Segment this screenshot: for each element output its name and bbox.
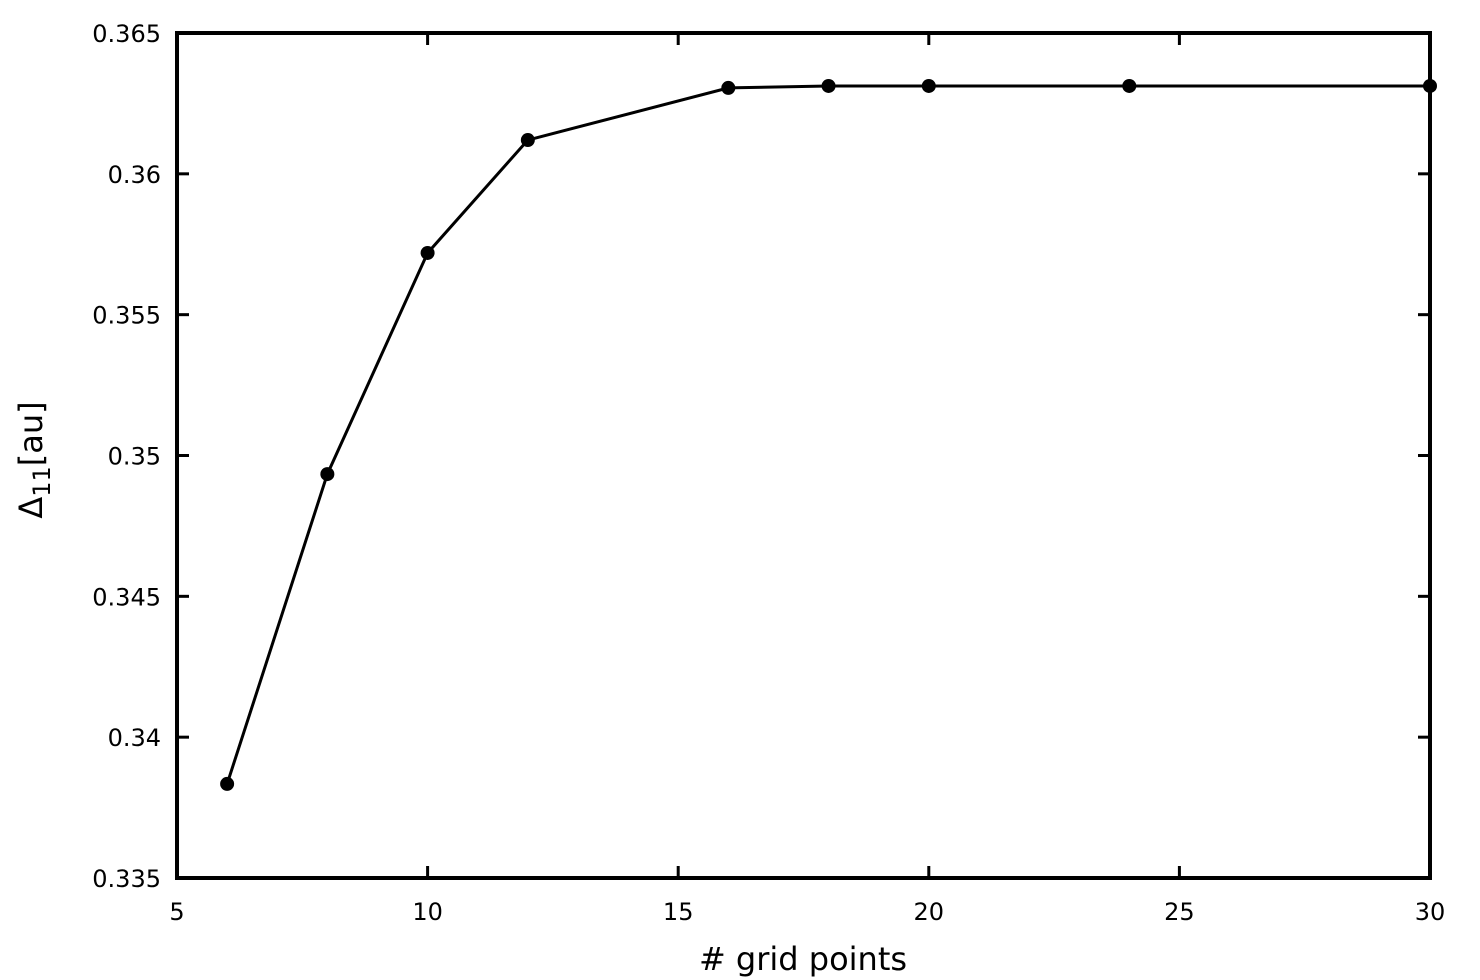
data-point — [921, 78, 936, 93]
x-tick-label: 15 — [663, 898, 694, 926]
y-label-symbol: Δ — [12, 497, 50, 519]
y-tick-label: 0.34 — [108, 724, 161, 752]
y-label-subscript: 11 — [28, 466, 56, 497]
data-point — [1423, 78, 1437, 93]
y-tick-label: 0.335 — [92, 865, 161, 893]
y-tick-label: 0.365 — [92, 20, 161, 48]
data-point — [320, 467, 335, 482]
y-label-unit: [au] — [12, 401, 50, 466]
x-tick-label: 25 — [1164, 898, 1195, 926]
data-point — [420, 245, 435, 260]
data-point — [1122, 78, 1137, 93]
y-tick-label: 0.345 — [92, 583, 161, 611]
data-point — [520, 133, 535, 148]
x-tick-label: 5 — [169, 898, 184, 926]
x-tick-label: 20 — [914, 898, 945, 926]
data-point — [220, 776, 235, 791]
data-line — [225, 84, 1430, 785]
y-tick-label: 0.36 — [108, 161, 161, 189]
data-point — [721, 80, 736, 95]
y-tick-label: 0.355 — [92, 302, 161, 330]
y-axis-label: Δ11[au] — [12, 401, 56, 518]
x-tick-label: 30 — [1415, 898, 1446, 926]
x-axis-label: # grid points — [699, 940, 907, 978]
plot-frame — [175, 31, 1432, 880]
x-tick-label: 10 — [412, 898, 443, 926]
data-point — [821, 78, 836, 93]
y-tick-label: 0.35 — [108, 443, 161, 471]
